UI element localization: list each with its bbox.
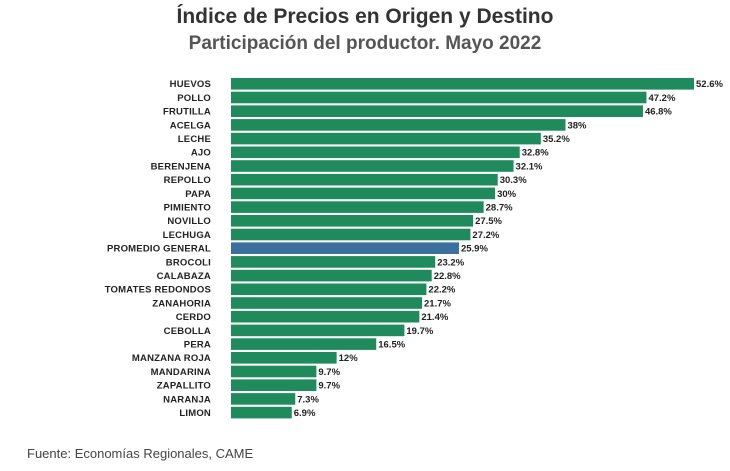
bar [231, 160, 514, 172]
category-label: LECHUGA [163, 230, 211, 241]
category-label: BERENJENA [151, 161, 211, 172]
category-label: TOMATES REDONDOS [105, 285, 211, 296]
bar [231, 310, 420, 323]
category-label: PIMIENTO [164, 203, 211, 214]
bar [231, 365, 317, 378]
category-label: MANDARINA [151, 367, 211, 378]
value-label: 38% [567, 120, 587, 131]
bar [231, 228, 471, 241]
category-label: BROCOLI [166, 257, 211, 268]
value-label: 7.3% [297, 394, 319, 405]
bar [231, 105, 643, 117]
value-label: 30% [497, 189, 517, 200]
value-label: 47.2% [648, 93, 675, 104]
bar [231, 256, 436, 268]
value-label: 16.5% [378, 340, 405, 351]
bar [231, 406, 292, 419]
bar [231, 352, 337, 364]
chart-title: Índice de Precios en Origen y Destino [176, 5, 554, 28]
category-label: PAPA [185, 189, 211, 200]
value-label: 22.8% [434, 271, 461, 282]
bar-chart: HUEVOS POLLO FRUTILLA ACELGA LECHE AJO BERENJE… [105, 78, 724, 419]
category-label: ACELGA [170, 120, 211, 131]
value-label: 28.7% [486, 203, 513, 214]
category-label: POLLO [177, 93, 211, 104]
value-label: 52.6% [696, 79, 723, 90]
source-note: Fuente: Economías Regionales, CAME [27, 446, 254, 461]
bar [231, 173, 498, 186]
bar [231, 91, 647, 104]
bar [231, 338, 377, 350]
bar [231, 78, 694, 90]
bar [231, 187, 496, 200]
value-label: 23.2% [437, 257, 464, 268]
bar [231, 283, 427, 296]
value-label: 25.9% [461, 244, 488, 255]
bar [231, 324, 405, 337]
bar [231, 201, 484, 213]
bar [231, 379, 317, 391]
value-label: 30.3% [500, 175, 527, 186]
category-label: FRUTILLA [163, 107, 211, 118]
category-label: CEBOLLA [164, 326, 211, 337]
bar [231, 393, 296, 405]
category-label: REPOLLO [164, 175, 211, 186]
category-label: CALABAZA [157, 271, 211, 282]
value-label: 9.7% [318, 367, 340, 378]
value-label: 35.2% [543, 134, 570, 145]
category-label: AJO [191, 148, 211, 159]
category-labels: HUEVOS POLLO FRUTILLA ACELGA LECHE AJO BERENJE… [105, 79, 211, 419]
bar [231, 132, 541, 145]
category-label: ZANAHORIA [152, 298, 211, 309]
category-label: LECHE [178, 134, 211, 145]
category-label: MANZANA ROJA [132, 353, 211, 364]
category-label: PERA [184, 340, 211, 351]
value-label: 21.7% [424, 298, 451, 309]
value-label: 27.5% [475, 216, 502, 227]
bar [231, 119, 566, 131]
value-label: 6.9% [294, 408, 316, 419]
chart-subtitle: Participación del productor. Mayo 2022 [188, 33, 542, 54]
bar [231, 297, 423, 309]
bar [231, 146, 520, 159]
category-label: HUEVOS [170, 79, 211, 90]
bar [231, 269, 432, 282]
category-label: ZAPALLITO [157, 381, 211, 392]
bar-highlight [231, 242, 459, 254]
value-label: 27.2% [472, 230, 499, 241]
value-label: 46.8% [645, 107, 672, 118]
category-label: LIMON [179, 408, 211, 419]
bar [231, 215, 474, 227]
value-label: 32.8% [522, 148, 549, 159]
category-label: CERDO [176, 312, 211, 323]
value-label: 9.7% [318, 381, 340, 392]
value-label: 32.1% [516, 161, 543, 172]
value-label: 21.4% [421, 312, 448, 323]
value-label: 19.7% [406, 326, 433, 337]
value-label: 12% [339, 353, 359, 364]
bars [231, 78, 694, 419]
value-labels: 52.6% 47.2% 46.8% 38% 35.2% 32.8% 32.1% 30.3% 30… [294, 79, 724, 419]
value-label: 22.2% [428, 285, 455, 296]
category-label: NOVILLO [167, 216, 211, 227]
category-label: NARANJA [163, 394, 211, 405]
category-label: PROMEDIO GENERAL [107, 244, 211, 255]
